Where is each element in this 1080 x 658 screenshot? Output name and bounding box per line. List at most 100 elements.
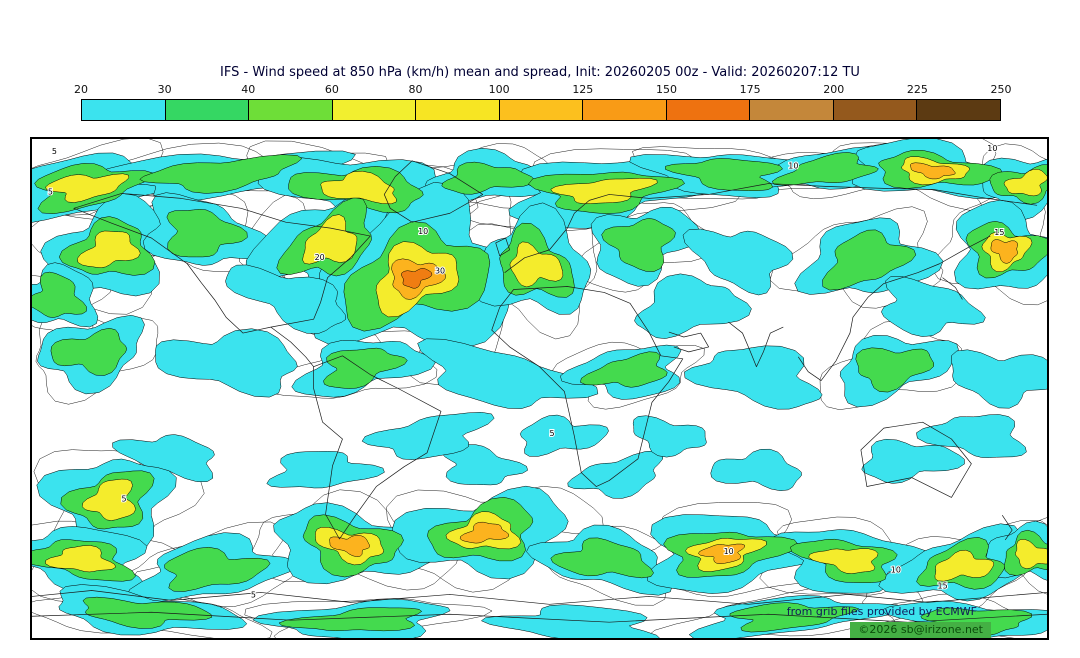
wind-band <box>632 415 707 458</box>
wind-band <box>320 170 397 205</box>
wind-band <box>771 152 879 186</box>
wind-band <box>601 218 676 272</box>
coastline <box>728 321 784 368</box>
wind-band <box>155 328 298 398</box>
wind-band <box>567 450 664 499</box>
contour-label: 30 <box>435 267 445 276</box>
colorbar-tick: 175 <box>739 83 761 96</box>
contour-label: 5 <box>549 429 554 438</box>
contour-label: 10 <box>418 227 428 236</box>
coastline <box>797 235 991 381</box>
attribution-copyright: ©2026 sb@irizone.net <box>850 622 991 638</box>
colorbar-segment <box>332 100 417 120</box>
colorbar-tick: 200 <box>823 83 845 96</box>
wind-band <box>822 229 917 291</box>
colorbar-tick: 20 <box>74 83 88 96</box>
wind-band <box>417 338 599 409</box>
wind-band <box>951 349 1047 409</box>
colorbar-ticks: 20 30 40 60 80 100 125 150 175 200 225 250 <box>74 83 1012 96</box>
contour-label: 5 <box>52 147 57 156</box>
wind-band <box>32 271 87 318</box>
colorbar-segment <box>666 100 751 120</box>
contour-label: 20 <box>315 253 325 262</box>
wind-band <box>139 154 303 194</box>
colorbar-tick: 40 <box>241 83 256 96</box>
colorbar-segment <box>917 100 1001 120</box>
wind-band <box>916 414 1027 458</box>
wind-band <box>934 549 995 582</box>
contour-label: 5 <box>122 494 127 503</box>
contour-label: 10 <box>987 144 997 153</box>
colorbar-tick: 60 <box>324 83 339 96</box>
coastline <box>73 193 371 334</box>
wind-band <box>1015 539 1047 569</box>
wind-band <box>710 448 802 492</box>
wind-band <box>580 351 668 388</box>
wind-band <box>459 521 509 544</box>
coastline <box>383 160 484 223</box>
attribution-source: from grib files provided by ECMWF <box>786 605 977 618</box>
coastline <box>32 590 1047 605</box>
coastline <box>942 277 963 300</box>
colorbar-segment <box>499 100 584 120</box>
coastline <box>491 286 684 487</box>
colorbar-segment <box>249 100 333 120</box>
coastline <box>495 237 510 257</box>
wind-band <box>550 177 658 204</box>
contour-label: 15 <box>938 582 948 591</box>
wind-band <box>441 161 535 195</box>
contour-label: 15 <box>994 228 1004 237</box>
colorbar-tick: 150 <box>655 83 677 96</box>
coastline <box>1001 515 1013 541</box>
wind-band <box>278 607 422 632</box>
colorbar-tick: 30 <box>157 83 172 96</box>
coastline <box>270 326 314 367</box>
wind-band <box>45 173 130 203</box>
colorbar-tick: 80 <box>408 83 423 96</box>
colorbar-segment <box>583 100 667 120</box>
colorbar-tick: 125 <box>572 83 594 96</box>
colorbar-tick: 100 <box>488 83 510 96</box>
wind-band <box>81 478 136 521</box>
colorbar-tick: 250 <box>990 83 1012 96</box>
spread-contour <box>931 188 1047 306</box>
wind-band <box>519 414 609 457</box>
wind-band <box>550 537 654 579</box>
wind-band <box>166 209 248 258</box>
colorbar-tick: 225 <box>906 83 928 96</box>
wind-band <box>808 548 879 574</box>
wind-band <box>1003 169 1047 197</box>
coastline <box>860 421 972 498</box>
wind-band <box>881 276 986 337</box>
wind-band <box>401 268 433 289</box>
wind-band <box>684 345 823 410</box>
wind-band <box>698 543 745 564</box>
wind-band <box>855 347 935 393</box>
chart-title: IFS - Wind speed at 850 hPa (km/h) mean … <box>220 65 860 80</box>
wind-band <box>112 434 215 482</box>
contour-label: 10 <box>788 162 798 171</box>
wind-band <box>266 451 385 489</box>
wind-band <box>990 239 1018 264</box>
colorbar <box>81 99 1001 121</box>
coastline <box>504 183 1038 273</box>
wind-band <box>82 596 213 629</box>
contour-label: 10 <box>724 547 734 556</box>
wind-band <box>164 546 271 592</box>
coastline <box>32 611 1047 623</box>
colorbar-segment <box>750 100 834 120</box>
colorbar-segment <box>82 100 166 120</box>
coastline <box>668 331 710 353</box>
colorbar-segment <box>833 100 918 120</box>
wind-band <box>323 347 408 389</box>
colorbar-segment <box>165 100 250 120</box>
wind-band <box>910 162 956 180</box>
wind-band <box>361 412 495 460</box>
coastline <box>313 355 442 540</box>
wind-band <box>729 602 860 633</box>
contour-label: 10 <box>891 566 901 575</box>
map-area: 5 5 10 30 20 10 10 15 5 10 15 5 10 5 from grib files … <box>30 137 1049 640</box>
wind-band <box>440 444 528 486</box>
spread-contour <box>250 489 460 591</box>
